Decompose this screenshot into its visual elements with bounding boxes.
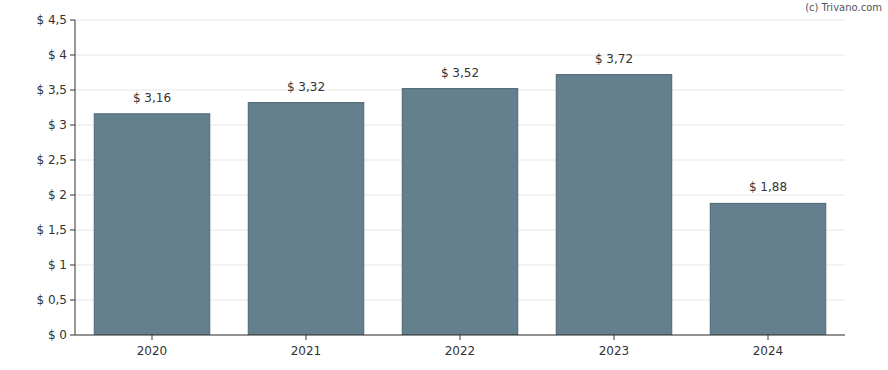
y-tick-label: $ 2 — [48, 188, 67, 202]
chart: $ 0 $ 0,5 $ 1 $ 1,5 $ 2 $ 2,5 $ 3 $ 3,5 $ 4 $ 4,5… — [0, 0, 888, 370]
y-tick — [70, 125, 75, 126]
bars — [94, 75, 826, 335]
bar — [402, 89, 518, 335]
x-tick — [768, 335, 769, 340]
y-tick — [70, 160, 75, 161]
y-tick-label: $ 3 — [48, 118, 67, 132]
bar — [710, 203, 826, 335]
y-tick-label: $ 0,5 — [36, 293, 67, 307]
y-tick-label: $ 4,5 — [36, 13, 67, 27]
x-tick — [614, 335, 615, 340]
y-tick-label: $ 2,5 — [36, 153, 67, 167]
data-label: $ 3,72 — [595, 52, 633, 66]
y-tick — [70, 20, 75, 21]
grid-line — [75, 20, 845, 21]
data-label: $ 3,16 — [133, 91, 171, 105]
y-tick — [70, 335, 75, 336]
y-tick — [70, 195, 75, 196]
x-tick-label: 2023 — [599, 344, 630, 358]
data-label: $ 3,32 — [287, 80, 325, 94]
x-tick-label: 2021 — [291, 344, 322, 358]
y-tick-label: $ 4 — [48, 48, 67, 62]
x-tick — [152, 335, 153, 340]
grid-line — [75, 55, 845, 56]
y-tick-label: $ 0 — [48, 328, 67, 342]
grid-line — [75, 335, 845, 336]
x-axis — [75, 335, 845, 336]
x-tick-label: 2020 — [137, 344, 168, 358]
y-tick — [70, 300, 75, 301]
y-tick — [70, 265, 75, 266]
bar — [94, 114, 210, 335]
x-tick-label: 2022 — [445, 344, 476, 358]
data-label: $ 1,88 — [749, 180, 787, 194]
y-tick-label: $ 1 — [48, 258, 67, 272]
bar — [248, 103, 364, 335]
x-tick-label: 2024 — [753, 344, 784, 358]
data-label: $ 3,52 — [441, 66, 479, 80]
x-tick — [306, 335, 307, 340]
y-tick-label: $ 1,5 — [36, 223, 67, 237]
y-tick — [70, 55, 75, 56]
x-tick — [460, 335, 461, 340]
y-tick-label: $ 3,5 — [36, 83, 67, 97]
credit: (c) Trivano.com — [805, 2, 882, 13]
y-tick — [70, 230, 75, 231]
y-axis — [75, 20, 76, 335]
y-tick — [70, 90, 75, 91]
bar — [556, 75, 672, 335]
